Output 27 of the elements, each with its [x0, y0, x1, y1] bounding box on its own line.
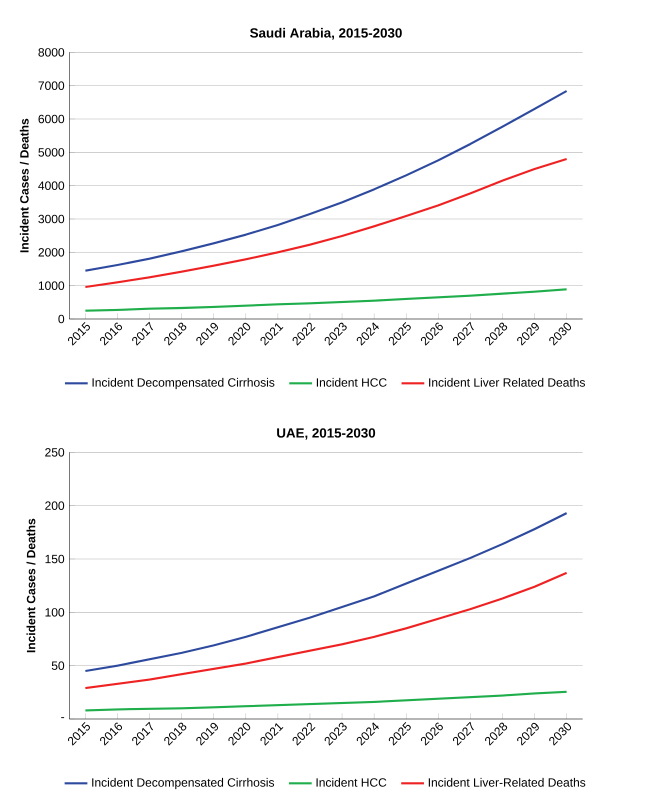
y-tick-label: 5000	[38, 148, 64, 157]
y-tick-label: 8000	[38, 48, 64, 57]
y-tick-label: 250	[45, 448, 64, 457]
y-axis-title: Incident Cases / Deaths	[26, 518, 36, 652]
y-tick-label: 4000	[38, 181, 64, 190]
y-tick-label: 100	[46, 608, 64, 617]
y-tick-label: 2000	[38, 248, 64, 257]
legend-label: Incident HCC	[316, 778, 386, 787]
legend-label: Incident HCC	[316, 378, 387, 387]
y-tick-label: -	[61, 717, 64, 718]
y-tick-label: 3000	[38, 214, 64, 224]
line-series	[84, 158, 568, 288]
chart-title: UAE, 2015-2030	[277, 428, 376, 440]
y-tick-label: 0	[58, 314, 64, 324]
y-tick-label: 7000	[38, 81, 64, 90]
y-tick-label: 1000	[38, 281, 64, 290]
legend-label: Incident Decompensated Cirrhosis	[92, 378, 274, 390]
y-tick-label: 150	[46, 554, 64, 564]
legend-label: Incident Decompensated Cirrhosis	[92, 778, 274, 790]
y-axis-title: Incident Cases / Deaths	[20, 118, 29, 252]
legend-label: Incident Liver-Related Deaths	[428, 778, 586, 787]
line-series	[84, 90, 568, 272]
y-tick-label: 6000	[38, 114, 64, 124]
y-tick-label: 50	[52, 661, 64, 670]
chart-title: Saudi Arabia, 2015-2030	[250, 28, 402, 40]
y-tick-label: 200	[45, 501, 64, 510]
legend-label: Incident Liver Related Deaths	[429, 378, 585, 387]
